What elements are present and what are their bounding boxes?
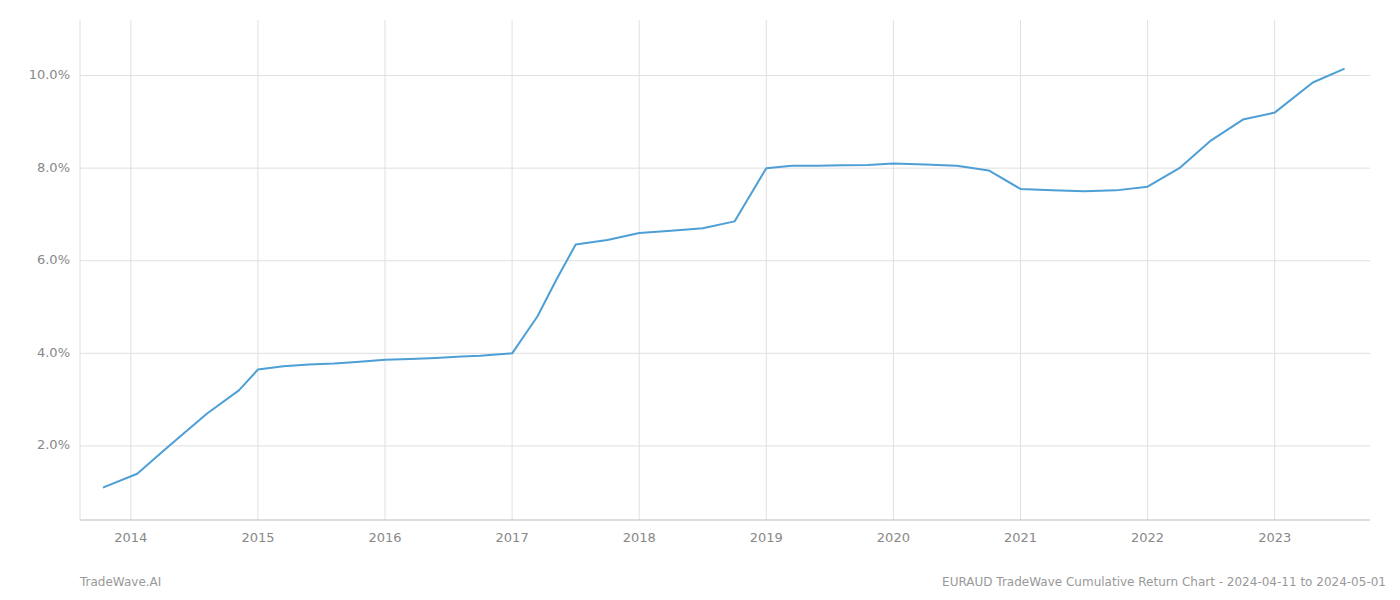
x-grid-line [1020,20,1021,520]
x-grid-line [130,20,131,520]
x-tick-label: 2021 [1004,530,1037,545]
footer: TradeWave.AI EURAUD TradeWave Cumulative … [79,575,1386,589]
x-tick-label: 2017 [496,530,529,545]
y-grid-line [80,168,1370,169]
y-grid-line [80,353,1370,354]
x-grid-line [766,20,767,520]
y-tick-label: 2.0% [37,437,70,452]
y-grid-line [80,75,1370,76]
plot-area [103,69,1345,488]
y-tick-label: 8.0% [37,160,70,175]
grid [80,20,1370,520]
chart: 2.0% 4.0% 6.0% 8.0% 10.0% 2014 2015 2016 2017 201… [0,0,1400,600]
y-tick-label: 10.0% [29,67,70,82]
x-grid-line [385,20,386,520]
axes: 2.0% 4.0% 6.0% 8.0% 10.0% 2014 2015 2016 2017 201… [29,20,1370,545]
x-tick-label: 2016 [368,530,401,545]
x-tick-label: 2014 [114,530,147,545]
x-tick-label: 2023 [1258,530,1291,545]
footer-right: EURAUD TradeWave Cumulative Return Chart… [942,575,1386,589]
line [103,69,1345,488]
y-axis-line [80,20,81,520]
x-grid-line [512,20,513,520]
x-grid-line [1274,20,1275,520]
x-tick-label: 2020 [877,530,910,545]
y-tick-label: 4.0% [37,345,70,360]
x-grid-line [257,20,258,520]
y-grid-line [80,445,1370,446]
y-grid-line [80,260,1370,261]
x-tick-label: 2022 [1131,530,1164,545]
x-tick-label: 2019 [750,530,783,545]
y-tick-label: 6.0% [37,252,70,267]
x-grid-line [639,20,640,520]
x-tick-label: 2018 [623,530,656,545]
footer-left: TradeWave.AI [79,575,161,589]
x-grid-line [1147,20,1148,520]
x-axis-line [80,520,1370,521]
x-tick-label: 2015 [241,530,274,545]
x-grid-line [893,20,894,520]
